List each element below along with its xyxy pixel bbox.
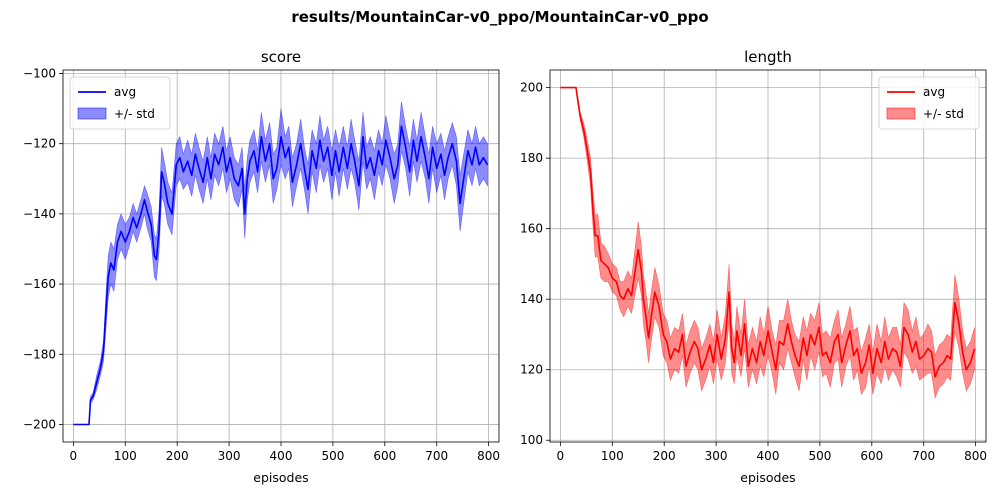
legend-std-swatch (77, 107, 107, 120)
x-tick-label: 500 (321, 449, 344, 463)
y-tick-label: 120 (520, 363, 543, 377)
y-tick-label: −100 (23, 67, 56, 81)
x-tick-label: 600 (373, 449, 396, 463)
y-tick-label: −180 (23, 347, 56, 361)
x-tick-label: 100 (114, 449, 137, 463)
avg-line (560, 86, 976, 378)
legend: avg +/- std (69, 76, 171, 130)
x-tick-label: 200 (166, 449, 189, 463)
x-tick-label: 400 (270, 449, 293, 463)
x-tick-label: 300 (705, 449, 728, 463)
y-tick-label: 180 (520, 151, 543, 165)
length-panel: 0 100 200 300 400 500 600 700 800 100 120 140 160 180… (520, 48, 987, 485)
legend-box (69, 76, 171, 130)
y-tick-label: 160 (520, 222, 543, 236)
score-panel: 0 100 200 300 400 500 600 700 800 −200 −180 −160 −14… (23, 48, 500, 485)
x-axis-label: episodes (253, 470, 308, 485)
y-tick-label: −200 (23, 417, 56, 431)
legend: avg +/- std (878, 76, 980, 130)
panel-title: score (261, 48, 301, 66)
x-tick-label: 400 (757, 449, 780, 463)
panel-title: length (744, 48, 792, 66)
y-tick-label: 140 (520, 292, 543, 306)
x-tick-label: 0 (70, 449, 78, 463)
x-tick-label: 200 (653, 449, 676, 463)
legend-avg-label: avg (923, 85, 945, 99)
std-band (560, 87, 975, 400)
x-tick-label: 100 (601, 449, 624, 463)
y-tick-label: −160 (23, 277, 56, 291)
legend-box (878, 76, 980, 130)
x-tick-label: 700 (425, 449, 448, 463)
x-tick-label: 600 (860, 449, 883, 463)
y-tick-label: −140 (23, 207, 56, 221)
y-tick-label: 200 (520, 81, 543, 95)
x-tick-label: 300 (218, 449, 241, 463)
legend-std-label: +/- std (114, 107, 155, 121)
x-axis-label: episodes (740, 470, 795, 485)
x-tick-label: 800 (477, 449, 500, 463)
avg-line (73, 125, 489, 426)
figure-title: results/MountainCar-v0_ppo/MountainCar-v… (291, 8, 709, 26)
legend-avg-label: avg (114, 85, 136, 99)
x-tick-label: 700 (912, 449, 935, 463)
x-tick-label: 500 (808, 449, 831, 463)
y-tick-label: −120 (23, 137, 56, 151)
x-tick-label: 800 (964, 449, 987, 463)
x-tick-label: 0 (557, 449, 565, 463)
std-band (73, 101, 488, 425)
y-tick-label: 100 (520, 433, 543, 447)
legend-std-label: +/- std (923, 107, 964, 121)
legend-std-swatch (886, 107, 916, 120)
